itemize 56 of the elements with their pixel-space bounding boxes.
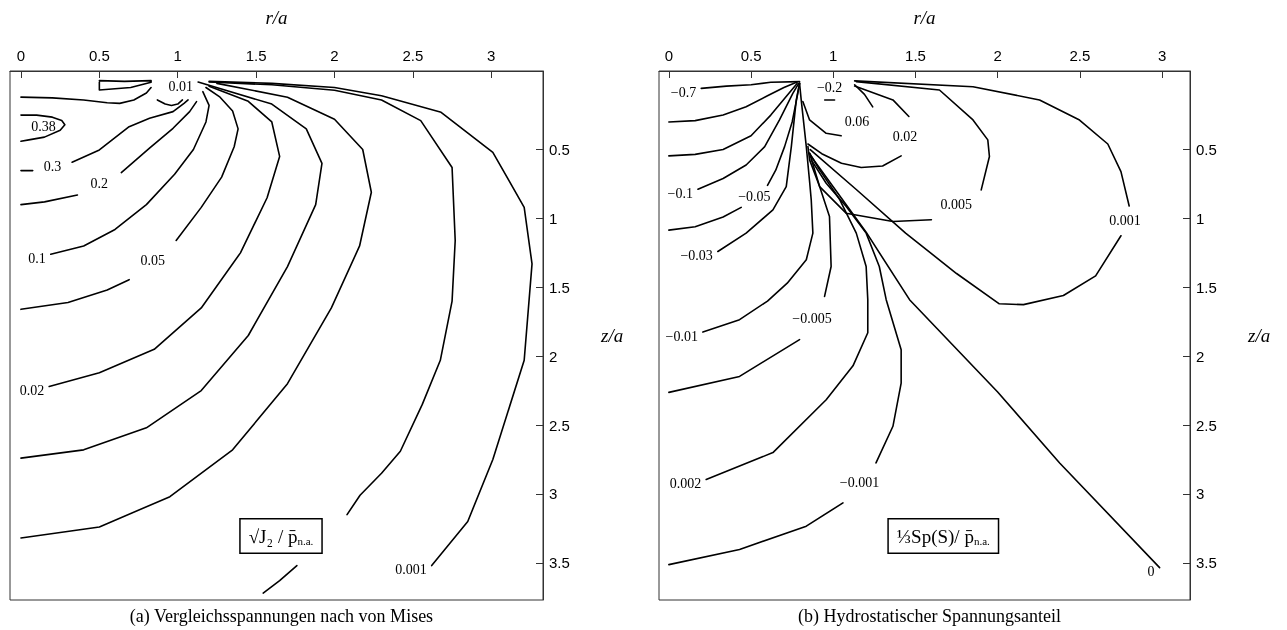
x-tick-label: 2.5: [402, 47, 424, 64]
x-axis-title: r/a: [265, 7, 288, 28]
y-tick-label: 2.5: [549, 416, 570, 434]
x-tick-label: 3: [487, 47, 496, 64]
series-label: 0.38: [31, 119, 56, 135]
series-label: 0.01: [168, 78, 194, 94]
series-label: −0.05: [738, 188, 771, 204]
x-tick-label: 0: [16, 47, 26, 64]
x-tick-label: 1: [829, 47, 838, 64]
series-label: −0.01: [665, 328, 698, 344]
y-tick-label: 1: [1196, 209, 1205, 227]
y-tick-label: 2: [1196, 347, 1205, 365]
y-tick-label: 2: [549, 347, 558, 365]
series-label: 0.005: [940, 197, 973, 213]
y-tick-label: 0.5: [549, 141, 570, 159]
x-tick-label: 1.5: [245, 47, 267, 64]
series-label: 0.001: [1109, 213, 1141, 229]
series-label: −0.03: [680, 247, 713, 263]
y-tick-label: 3.5: [1196, 554, 1217, 572]
x-tick-label: 1.5: [905, 47, 926, 64]
y-tick-label: 2.5: [1196, 416, 1217, 434]
series-label: 0.002: [669, 475, 702, 491]
y-tick-label: 1.5: [549, 278, 570, 296]
series-label: −0.005: [792, 310, 832, 326]
y-tick-label: 0.5: [1196, 141, 1217, 159]
x-tick-label: 2: [330, 47, 339, 64]
x-tick-label: 0: [664, 47, 674, 64]
y-tick-label: 1.5: [1196, 278, 1217, 296]
x-tick-label: 0.5: [88, 47, 110, 64]
series-label: −0.001: [839, 475, 880, 491]
x-axis-title: r/a: [913, 7, 936, 28]
series-label: 0.2: [90, 176, 109, 192]
series-label: 0: [1147, 564, 1155, 580]
series-label: 0.02: [19, 382, 45, 398]
x-tick-label: 2: [993, 47, 1002, 64]
y-axis-title: z/a: [600, 325, 624, 346]
series-label: 0.3: [43, 158, 62, 174]
y-tick-label: 1: [549, 209, 558, 227]
x-tick-label: 3: [1157, 47, 1167, 64]
series-label: 0.05: [140, 252, 165, 268]
series-label: 0.001: [395, 562, 427, 578]
x-tick-label: 2.5: [1069, 47, 1091, 64]
text: (a) Vergleichsspannungen nach von Mises: [129, 606, 434, 627]
x-tick-label: 1: [173, 47, 182, 64]
y-axis-title: z/a: [1247, 325, 1271, 346]
series-label: −0.7: [670, 84, 697, 100]
y-tick-label: 3: [1196, 485, 1205, 503]
y-tick-label: 3: [549, 485, 558, 503]
series-label: 0.06: [844, 113, 870, 129]
series-label: −0.1: [667, 185, 693, 201]
series-label: 0.02: [892, 128, 918, 144]
series-label: 0.1: [28, 250, 46, 266]
x-tick-label: 0.5: [740, 47, 762, 64]
y-tick-label: 3.5: [549, 554, 570, 572]
text: (b) Hydrostatischer Spannungsanteil: [798, 606, 1061, 627]
series-label: −0.2: [816, 80, 843, 96]
